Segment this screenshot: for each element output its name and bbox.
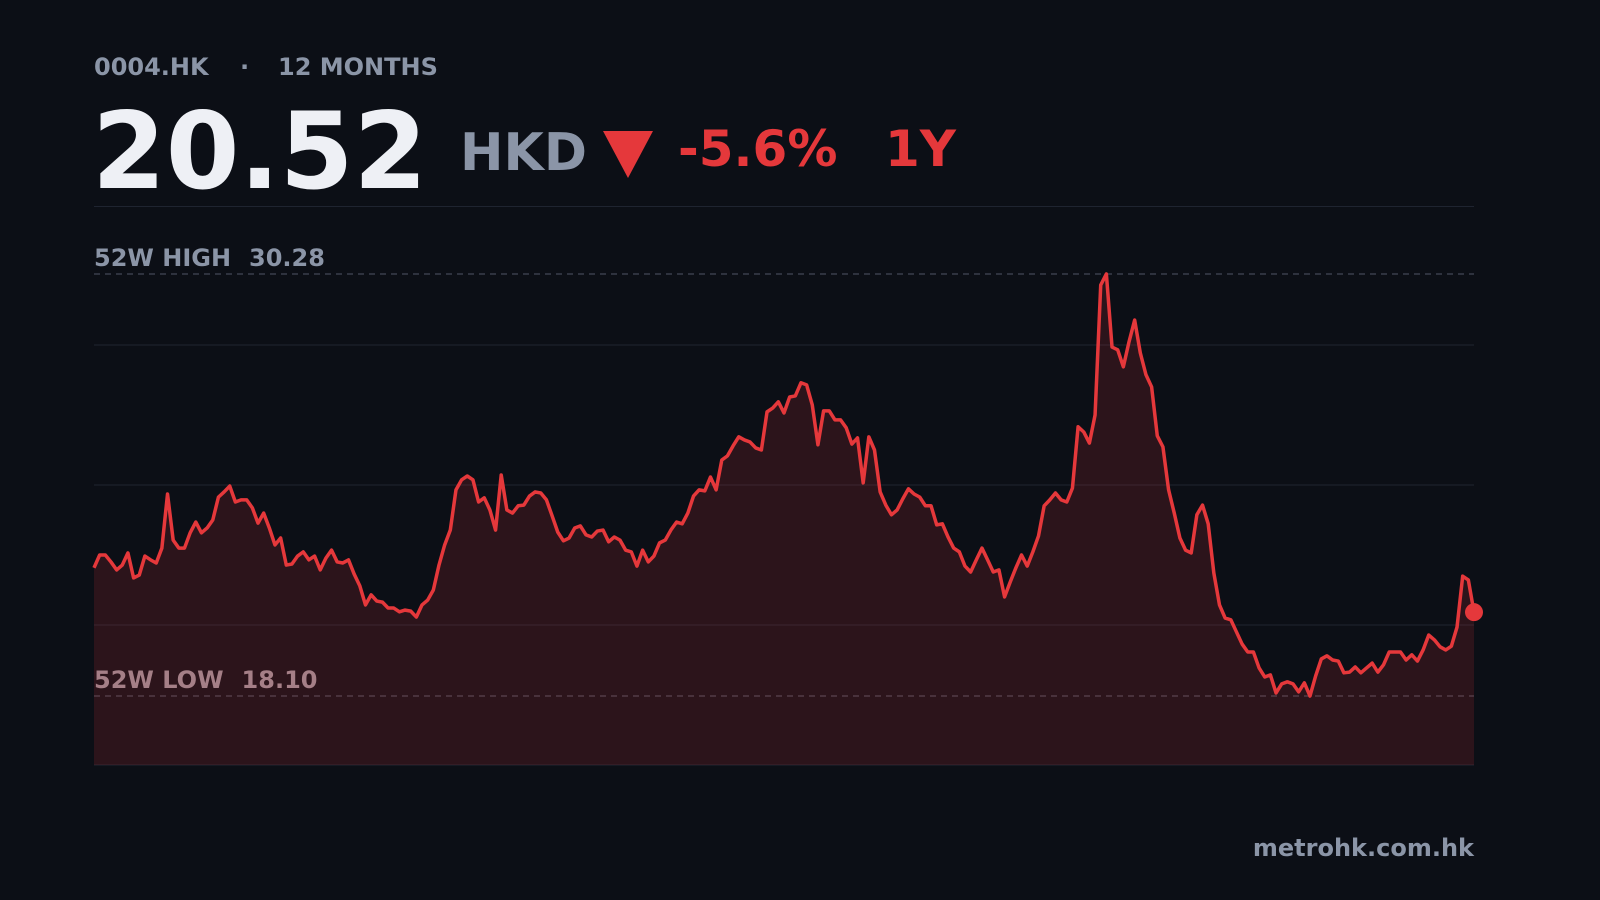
separator: · [240, 53, 249, 81]
reference-value: 18.10 [242, 666, 318, 694]
footer: metrohk.com.hk [1253, 834, 1475, 862]
ticker: 0004.HK [94, 53, 210, 81]
price: 20.52 [92, 90, 427, 213]
plot: 52W HIGH 30.28 52W LOW 18.10 [92, 244, 1483, 766]
period: 12 MONTHS [278, 53, 438, 81]
area-fill [94, 273, 1474, 765]
range: 1Y [885, 120, 957, 178]
reference-value: 30.28 [249, 244, 325, 272]
price-line [92, 272, 1476, 698]
change: -5.6% [678, 120, 837, 178]
reference-label: 52W HIGH [94, 244, 231, 272]
reference-label: 52W LOW [94, 666, 224, 694]
down-arrow [603, 131, 653, 178]
last-point [1465, 603, 1483, 622]
currency: HKD [460, 123, 587, 183]
